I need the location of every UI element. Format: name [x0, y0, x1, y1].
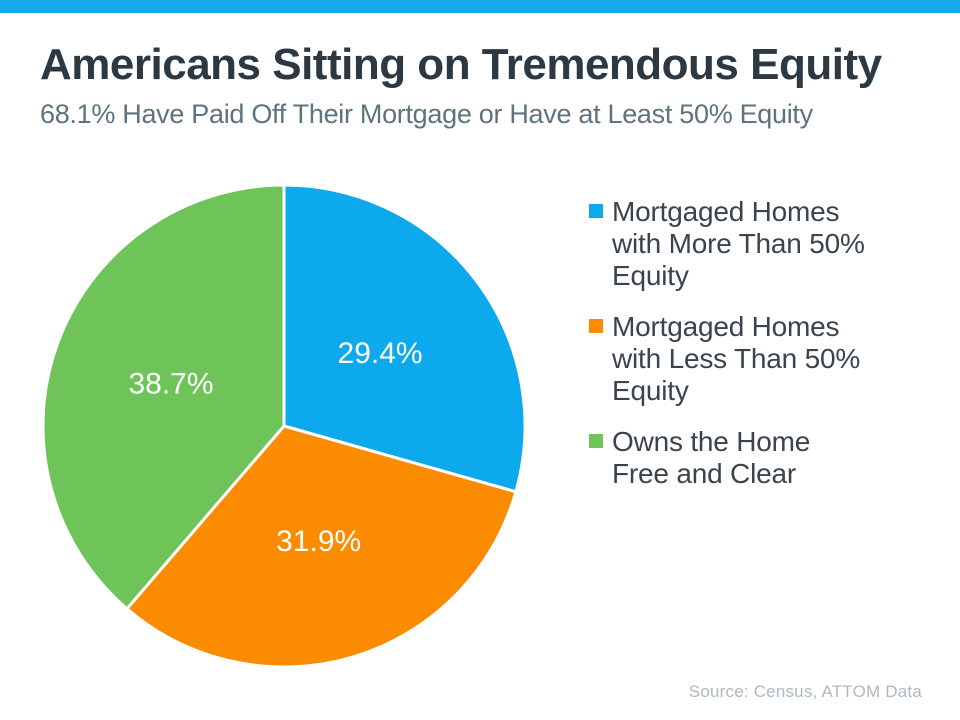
legend-swatch-icon	[589, 434, 603, 448]
legend: Mortgaged Homes with More Than 50% Equit…	[589, 196, 889, 490]
page-subtitle: 68.1% Have Paid Off Their Mortgage or Ha…	[40, 99, 813, 129]
legend-swatch-icon	[589, 319, 603, 333]
pie-chart: 29.4% 31.9% 38.7%	[41, 183, 527, 669]
top-accent-bar	[0, 0, 960, 13]
pie-slice-value-label-1: 31.9%	[276, 525, 361, 558]
pie-slice-0	[282, 183, 527, 494]
pie-slice-2	[41, 183, 286, 611]
legend-swatch-icon	[589, 204, 603, 218]
pie-slice-value-label-2: 38.7%	[128, 368, 213, 401]
legend-item-1: Mortgaged Homes with Less Than 50% Equit…	[589, 311, 889, 407]
legend-item-label: Mortgaged Homes with Less Than 50% Equit…	[612, 311, 861, 406]
pie-chart-area: 29.4% 31.9% 38.7%	[40, 182, 528, 670]
legend-item-label: Owns the Home Free and Clear	[612, 426, 811, 489]
pie-slice-value-label-0: 29.4%	[338, 337, 423, 370]
legend-item-2: Owns the Home Free and Clear	[589, 426, 889, 490]
legend-item-0: Mortgaged Homes with More Than 50% Equit…	[589, 196, 889, 292]
pie-slice-1	[125, 424, 518, 669]
page-title: Americans Sitting on Tremendous Equity	[40, 40, 882, 89]
legend-item-label: Mortgaged Homes with More Than 50% Equit…	[612, 196, 865, 291]
source-attribution: Source: Census, ATTOM Data	[688, 682, 922, 701]
